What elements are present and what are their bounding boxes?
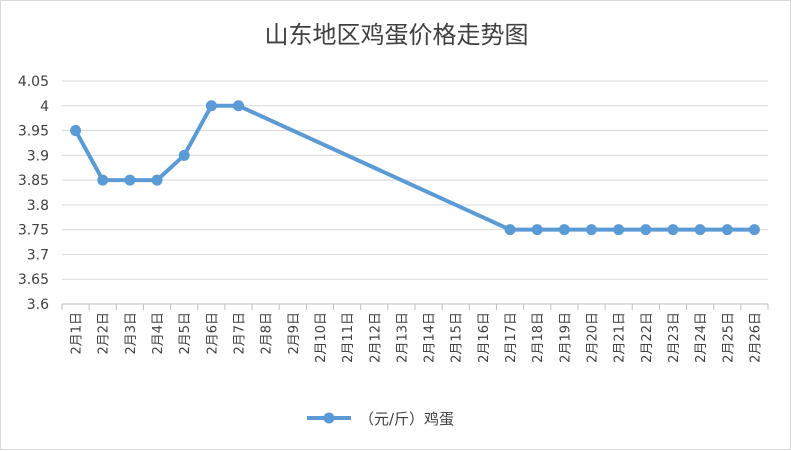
- x-tick-label: 2月16日: [477, 312, 492, 363]
- data-point: [97, 174, 109, 186]
- data-point: [205, 100, 217, 112]
- data-point: [721, 224, 733, 236]
- data-point: [586, 224, 597, 236]
- x-tick-label: 2月26日: [748, 312, 763, 363]
- data-point: [504, 224, 516, 236]
- data-point: [233, 100, 244, 112]
- data-point: [151, 174, 163, 186]
- y-axis-ticks: 3.6 3.65 3.7 3.75 3.8 3.85 3.9 3.95 4 4.05: [18, 74, 49, 313]
- x-tick-label: 2月19日: [558, 312, 573, 363]
- data-point: [558, 224, 570, 236]
- x-tick-label: 2月11日: [341, 312, 356, 363]
- y-tick-label: 3.8: [27, 198, 49, 214]
- legend-marker: [323, 412, 335, 424]
- x-tick-label: 2月22日: [640, 312, 655, 363]
- series-layer: [70, 100, 760, 236]
- data-point: [70, 125, 82, 137]
- x-tick-label: 2月2日: [97, 312, 112, 355]
- data-point: [124, 174, 136, 186]
- y-tick-label: 3.65: [18, 272, 49, 288]
- data-point: [694, 224, 706, 236]
- x-tick-label: 2月8日: [260, 312, 275, 355]
- data-point: [640, 224, 652, 236]
- legend: （元/斤）鸡蛋: [307, 410, 454, 428]
- x-tick-label: 2月9日: [287, 312, 302, 355]
- x-axis-ticks: 2月1日 2月2日 2月3日 2月4日 2月5日 2月6日 2月7日 2月8日 2月9日 2月10…: [70, 312, 764, 363]
- x-tick-label: 2月25日: [721, 312, 736, 363]
- x-tick-label: 2月13日: [395, 312, 410, 363]
- x-tick-label: 2月18日: [531, 312, 546, 363]
- y-tick-label: 3.6: [27, 297, 49, 313]
- x-tick-label: 2月24日: [694, 312, 709, 363]
- x-tick-label: 2月10日: [314, 312, 329, 363]
- x-axis: [61, 303, 769, 310]
- x-tick-label: 2月17日: [504, 312, 519, 363]
- x-tick-label: 2月1日: [70, 312, 85, 355]
- x-tick-label: 2月21日: [613, 312, 628, 363]
- x-tick-label: 2月6日: [205, 312, 220, 355]
- data-point: [613, 224, 625, 236]
- y-tick-label: 3.85: [18, 173, 49, 189]
- x-tick-label: 2月3日: [124, 312, 139, 355]
- y-tick-label: 4: [40, 99, 49, 115]
- y-tick-label: 3.7: [27, 247, 49, 263]
- x-tick-label: 2月23日: [667, 312, 682, 363]
- gridlines: [62, 80, 768, 280]
- x-tick-label: 2月5日: [178, 312, 193, 355]
- data-point: [667, 224, 679, 236]
- x-tick-label: 2月15日: [450, 312, 465, 363]
- data-point: [748, 224, 760, 236]
- x-tick-label: 2月12日: [368, 312, 383, 363]
- chart-title: 山东地区鸡蛋价格走势图: [264, 21, 529, 49]
- x-tick-label: 2月7日: [233, 312, 248, 355]
- legend-label: （元/斤）鸡蛋: [359, 410, 454, 428]
- y-tick-label: 3.95: [18, 124, 49, 140]
- y-tick-label: 4.05: [18, 74, 49, 90]
- data-point: [531, 224, 543, 236]
- x-tick-label: 2月14日: [423, 312, 438, 363]
- x-tick-label: 2月20日: [586, 312, 601, 363]
- data-point: [178, 149, 190, 161]
- y-tick-label: 3.75: [18, 223, 49, 239]
- y-tick-label: 3.9: [27, 148, 49, 164]
- series-line: [73, 103, 755, 232]
- x-tick-label: 2月4日: [151, 312, 166, 355]
